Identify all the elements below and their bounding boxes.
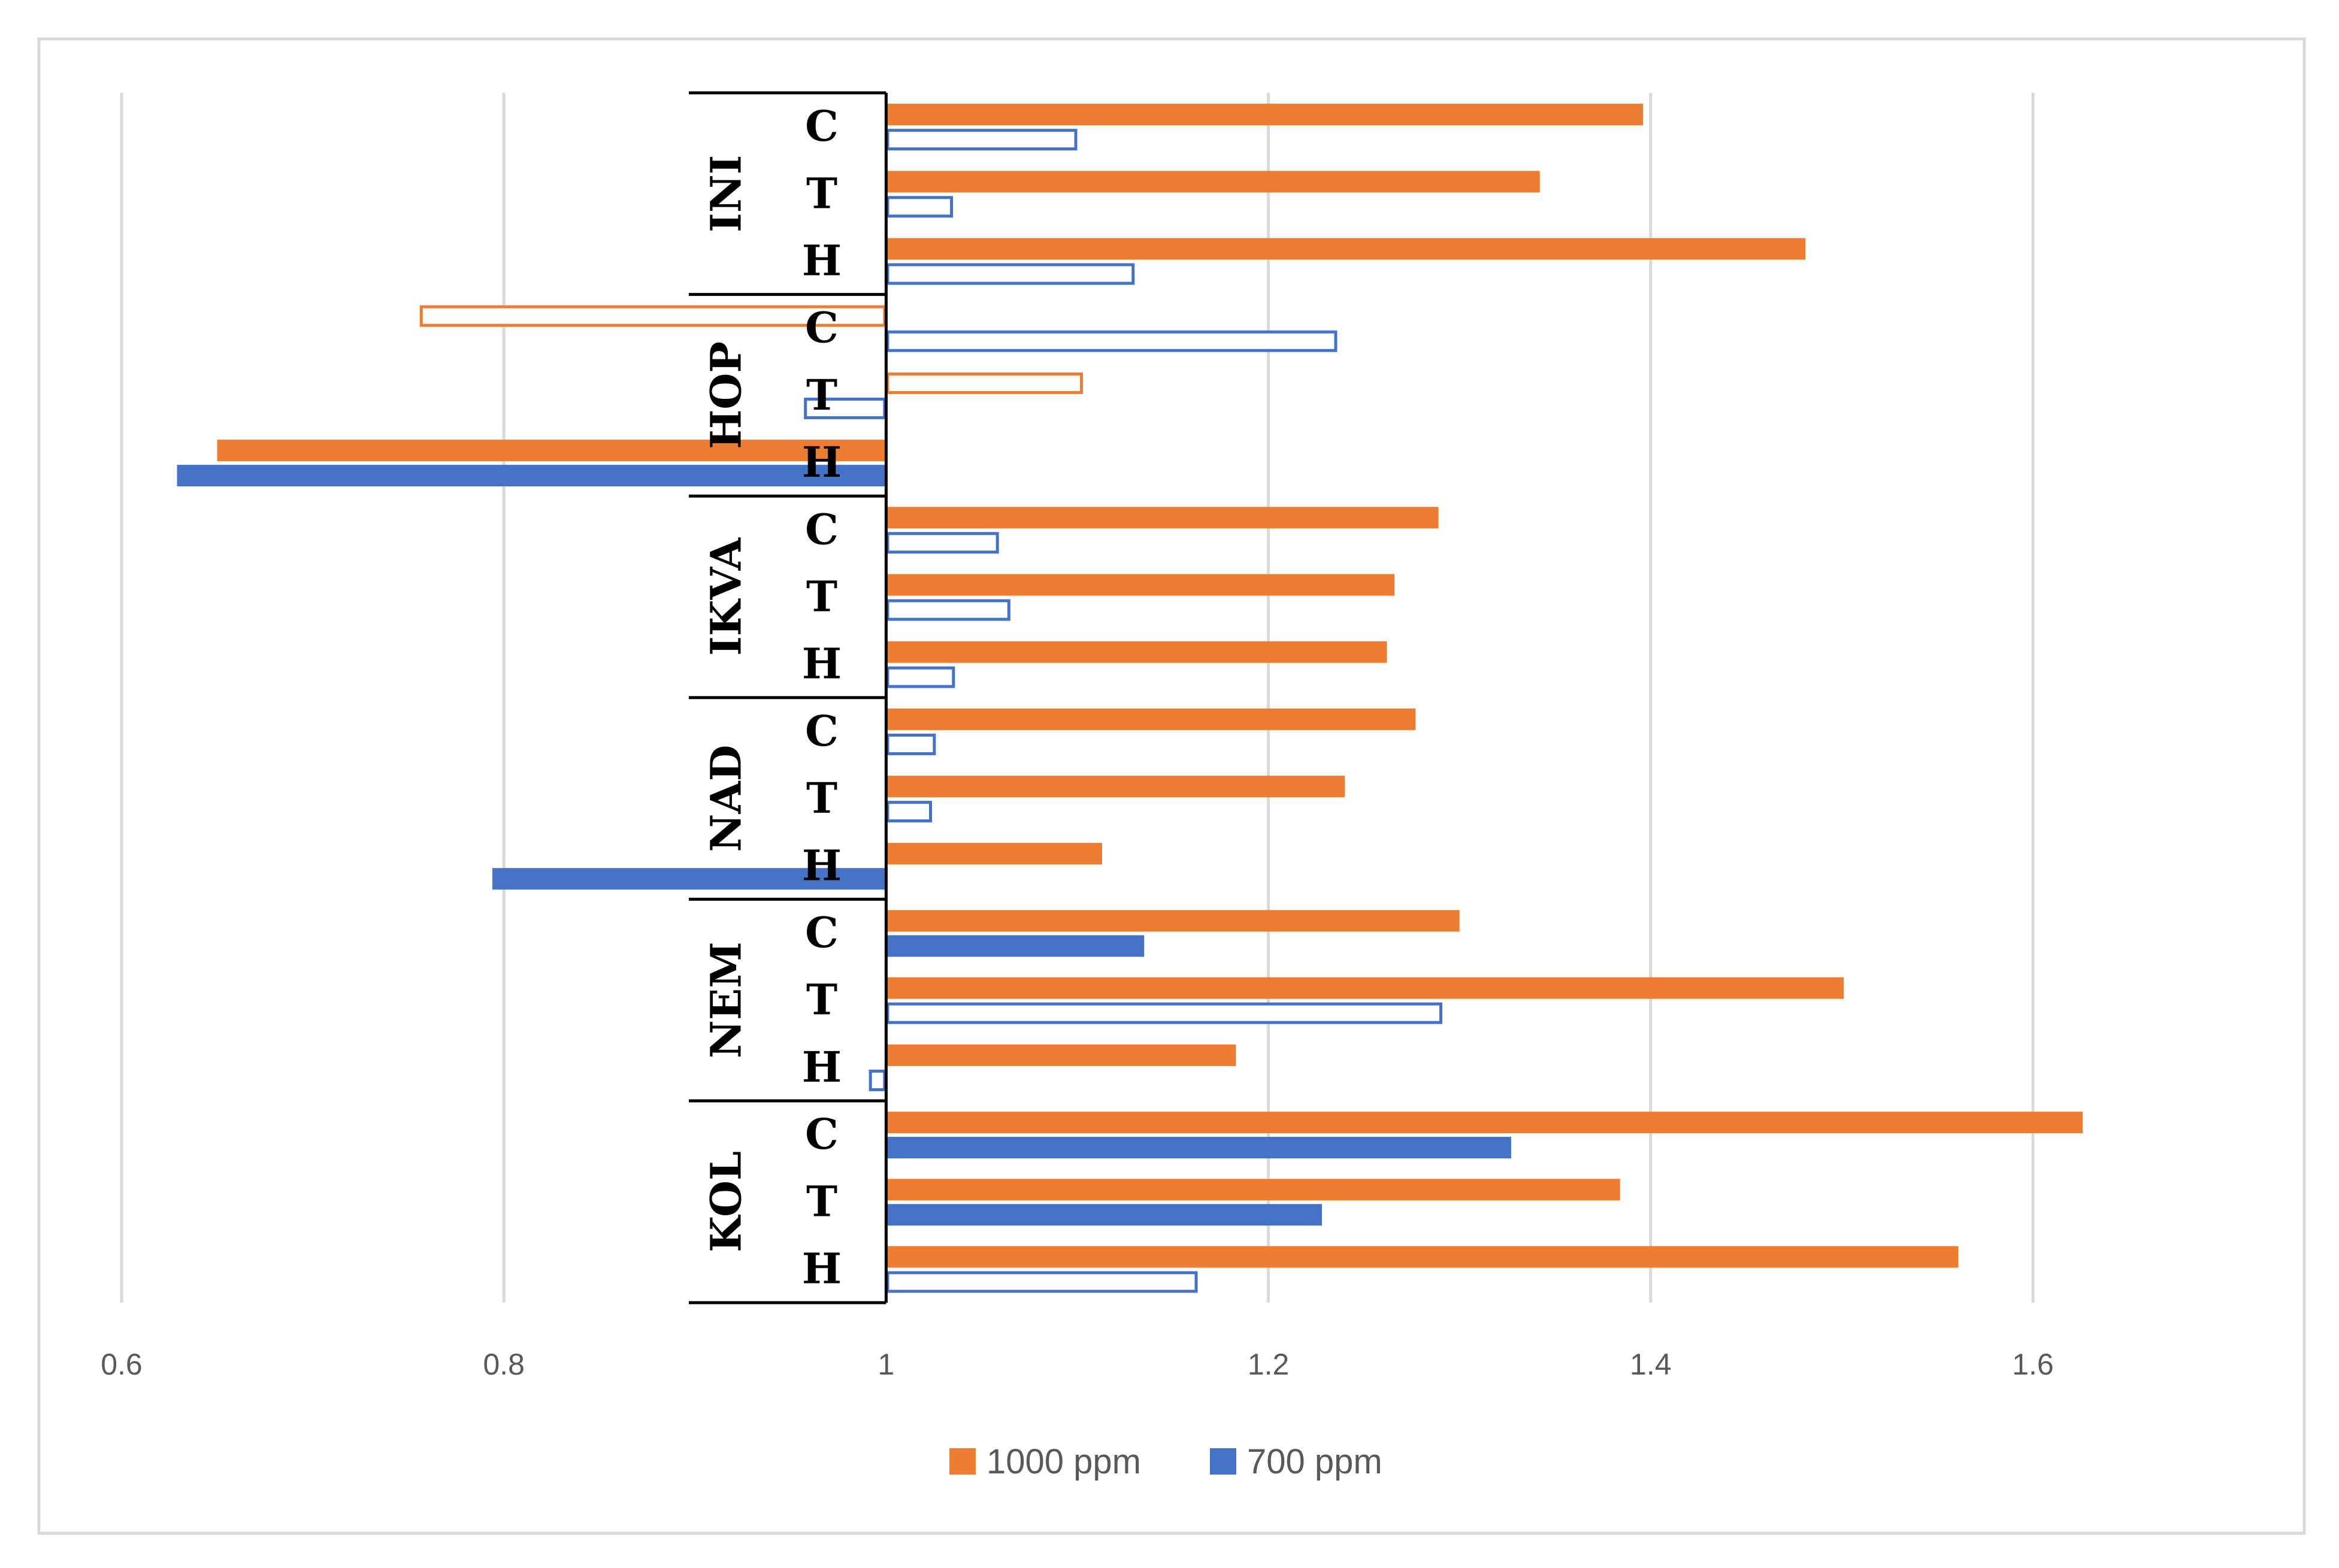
x-tick-label: 1.6: [2012, 1348, 2054, 1381]
bar-700ppm-NEM-C: [886, 935, 1145, 957]
bar-700ppm-NAD-C: [886, 733, 936, 755]
group-label: KOL: [701, 1151, 751, 1252]
category-label: T: [806, 572, 837, 622]
group-label: INI: [701, 155, 751, 232]
legend-swatch-s1000: [949, 1448, 976, 1475]
bar-700ppm-INI-C: [886, 129, 1078, 151]
category-label: H: [802, 840, 842, 890]
category-label: C: [805, 1109, 839, 1159]
bar-1000ppm-NAD-H: [886, 843, 1102, 865]
bar-700ppm-KOL-C: [886, 1137, 1511, 1159]
bar-1000ppm-KOL-H: [886, 1246, 1959, 1268]
bar-1000ppm-NEM-H: [886, 1044, 1236, 1066]
category-label: H: [802, 236, 842, 286]
legend-label-s700: 700 ppm: [1247, 1442, 1382, 1481]
bar-1000ppm-KOL-C: [886, 1112, 2083, 1134]
category-label: H: [802, 1042, 842, 1092]
bar-1000ppm-INI-H: [886, 238, 1806, 260]
category-label: H: [802, 1244, 842, 1294]
x-tick-label: 0.8: [483, 1348, 525, 1381]
bar-1000ppm-IKVA-H: [886, 641, 1387, 663]
bar-1000ppm-HOP-H: [217, 440, 886, 462]
bar-700ppm-INI-T: [886, 196, 954, 218]
x-tick-label: 1.2: [1248, 1348, 1290, 1381]
bar-700ppm-IKVA-H: [886, 666, 955, 688]
x-tick-label: 1.4: [1630, 1348, 1672, 1381]
category-label: T: [806, 370, 837, 420]
bar-700ppm-NAD-H: [492, 868, 886, 890]
category-label: C: [805, 504, 839, 554]
bar-1000ppm-IKVA-C: [886, 507, 1439, 529]
bar-1000ppm-KOL-T: [886, 1179, 1620, 1201]
bar-700ppm-NEM-T: [886, 1002, 1442, 1024]
bar-1000ppm-NAD-C: [886, 708, 1416, 730]
bar-700ppm-IKVA-C: [886, 532, 999, 554]
bar-700ppm-INI-H: [886, 263, 1135, 285]
bar-1000ppm-INI-C: [886, 104, 1644, 126]
bar-700ppm-HOP-H: [177, 465, 886, 487]
category-label: T: [806, 773, 837, 823]
bar-700ppm-HOP-C: [886, 330, 1338, 352]
category-label: C: [805, 706, 839, 756]
bar-700ppm-KOL-H: [886, 1271, 1198, 1293]
category-label: H: [802, 639, 842, 689]
category-label: C: [805, 908, 839, 958]
bar-700ppm-NEM-H: [869, 1069, 886, 1091]
category-label: H: [802, 437, 842, 487]
category-label: C: [805, 101, 839, 151]
category-label: T: [806, 1176, 837, 1226]
category-label: T: [806, 168, 837, 218]
legend-swatch-s700: [1210, 1448, 1236, 1475]
bar-1000ppm-IKVA-T: [886, 574, 1395, 596]
legend-label-s1000: 1000 ppm: [987, 1442, 1141, 1481]
bar-1000ppm-INI-T: [886, 171, 1540, 193]
bar-1000ppm-HOP-T: [886, 372, 1084, 394]
category-label: T: [806, 975, 837, 1025]
group-label: NAD: [701, 745, 751, 852]
bar-1000ppm-NEM-C: [886, 910, 1460, 932]
category-label: C: [805, 303, 839, 353]
group-label: NEM: [701, 942, 751, 1058]
group-label: IKVA: [701, 537, 751, 655]
bar-700ppm-KOL-T: [886, 1204, 1322, 1226]
group-label: HOP: [701, 341, 751, 449]
bar-1000ppm-NAD-T: [886, 776, 1345, 798]
bar-700ppm-NAD-T: [886, 801, 932, 823]
bar-1000ppm-NEM-T: [886, 977, 1844, 999]
x-tick-label: 0.6: [101, 1348, 143, 1381]
bar-700ppm-IKVA-T: [886, 599, 1010, 621]
x-tick-label: 1: [877, 1348, 894, 1381]
